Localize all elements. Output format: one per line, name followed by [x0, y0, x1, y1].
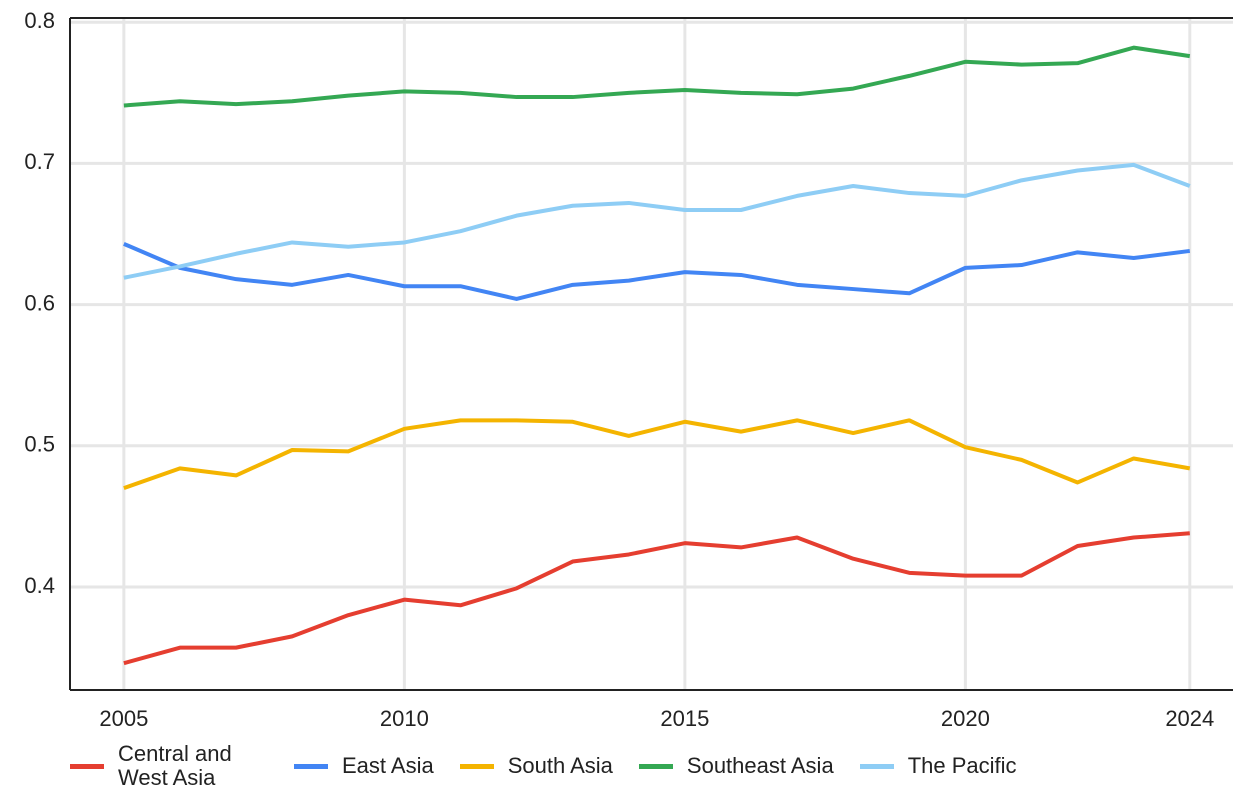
legend-swatch	[294, 764, 328, 769]
y-tick-label: 0.7	[24, 149, 55, 174]
legend-item: East Asia	[294, 754, 434, 778]
legend-label: The Pacific	[908, 754, 1017, 778]
legend-label: Central and West Asia	[118, 742, 268, 790]
legend-item: Southeast Asia	[639, 754, 834, 778]
y-tick-label: 0.8	[24, 8, 55, 33]
chart: 0.4 0.5 0.6 0.7 0.8 2005 2010 2015 2020 2024	[0, 0, 1233, 740]
legend-swatch	[860, 764, 894, 769]
y-tick-label: 0.4	[24, 573, 55, 598]
x-tick-label: 2005	[99, 706, 148, 731]
legend-swatch	[70, 764, 104, 769]
legend: Central and West Asia East Asia South Asia…	[70, 742, 1170, 790]
legend-swatch	[639, 764, 673, 769]
y-tick-label: 0.5	[24, 432, 55, 457]
legend-label: Southeast Asia	[687, 754, 834, 778]
series-line	[124, 165, 1190, 278]
page: {"chart_data": {"type": "line", "x": [20…	[0, 0, 1233, 797]
legend-item: South Asia	[460, 754, 613, 778]
legend-label: East Asia	[342, 754, 434, 778]
series-line	[124, 48, 1190, 106]
series-line	[124, 244, 1190, 299]
x-tick-label: 2020	[941, 706, 990, 731]
x-tick-label: 2015	[660, 706, 709, 731]
series-line	[124, 420, 1190, 488]
y-tick-label: 0.6	[24, 290, 55, 315]
legend-label: South Asia	[508, 754, 613, 778]
legend-item: The Pacific	[860, 754, 1017, 778]
series-line	[124, 533, 1190, 663]
x-tick-label: 2024	[1165, 706, 1214, 731]
legend-item: Central and West Asia	[70, 742, 268, 790]
legend-swatch	[460, 764, 494, 769]
x-tick-label: 2010	[380, 706, 429, 731]
